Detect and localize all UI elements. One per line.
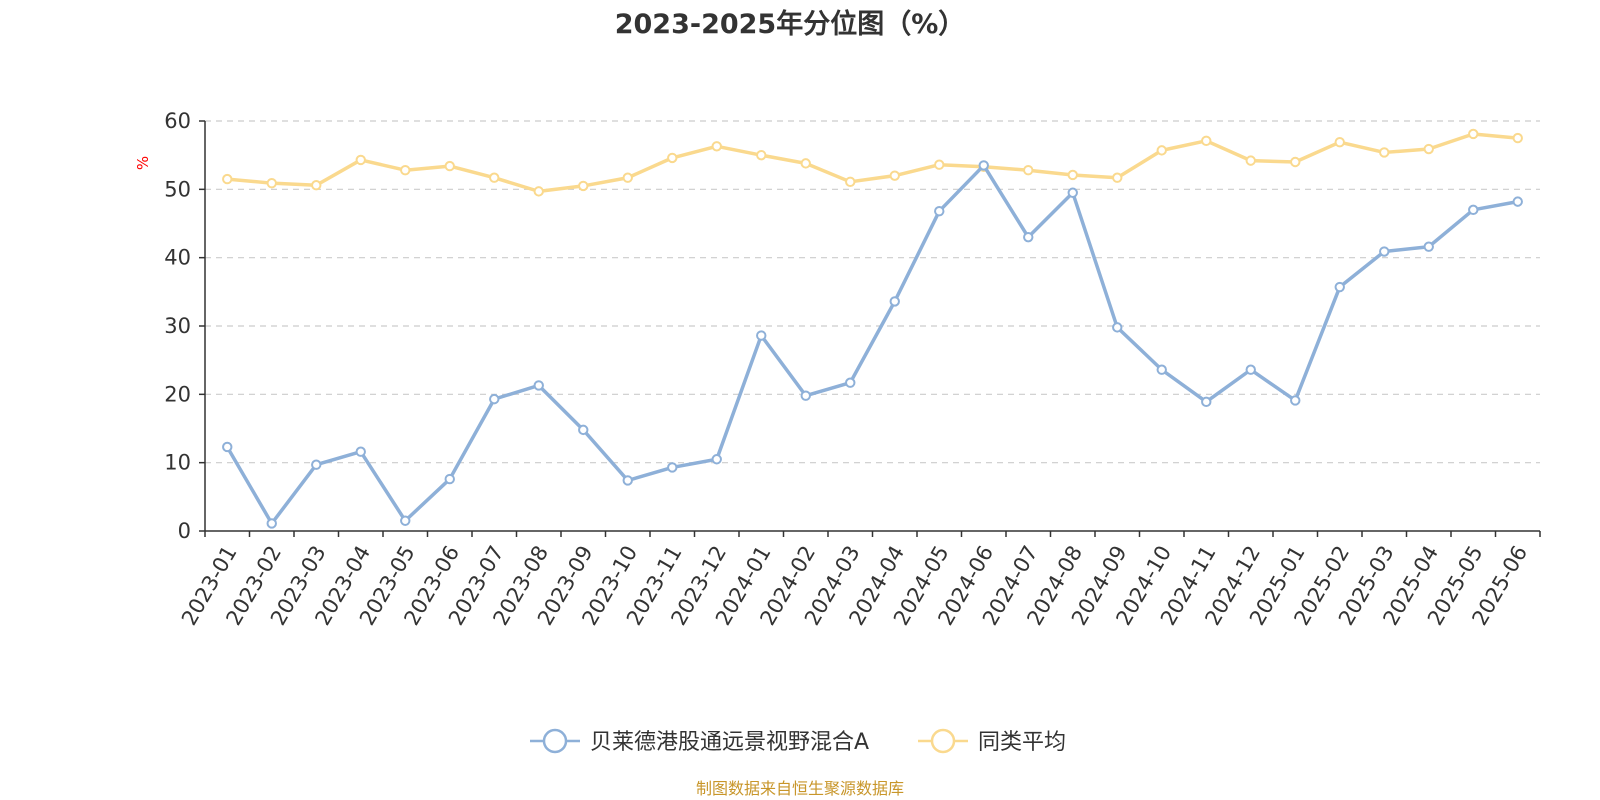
data-point[interactable] (1023, 165, 1034, 176)
data-point[interactable] (934, 159, 945, 170)
data-point[interactable] (667, 152, 678, 164)
data-point[interactable] (889, 170, 900, 181)
data-point[interactable] (800, 158, 811, 169)
grid-lines (205, 120, 1540, 464)
legend-circle-icon (930, 728, 956, 754)
series-average (222, 128, 1523, 197)
legend-item-fund[interactable]: 贝莱德港股通远景视野混合A (530, 728, 869, 755)
data-point[interactable] (978, 160, 989, 171)
legend-circle-icon (542, 728, 568, 754)
data-point[interactable] (489, 172, 500, 183)
data-point[interactable] (1023, 231, 1034, 243)
legend-label: 贝莱德港股通远景视野混合A (590, 730, 869, 755)
data-point[interactable] (756, 330, 767, 341)
data-point[interactable] (222, 441, 233, 453)
y-tick-label: 20 (164, 382, 191, 406)
data-point[interactable] (355, 446, 366, 457)
data-point[interactable] (1245, 155, 1256, 166)
data-point[interactable] (756, 149, 767, 161)
data-point[interactable] (1334, 136, 1345, 148)
data-point[interactable] (222, 173, 233, 185)
y-tick-label: 40 (164, 246, 191, 270)
data-point[interactable] (1201, 396, 1212, 408)
data-point[interactable] (889, 296, 900, 307)
data-point[interactable] (1067, 169, 1078, 181)
data-point[interactable] (622, 172, 633, 183)
data-point[interactable] (622, 475, 633, 486)
data-point[interactable] (1512, 132, 1523, 144)
legend[interactable]: 贝莱德港股通远景视野混合A 同类平均 (530, 728, 1066, 755)
data-point[interactable] (1067, 187, 1078, 198)
data-point[interactable] (311, 459, 322, 470)
data-point[interactable] (444, 160, 455, 172)
data-point[interactable] (711, 141, 722, 152)
legend-item-average[interactable]: 同类平均 (918, 728, 1066, 755)
y-tick-label: 0 (178, 519, 191, 543)
data-point[interactable] (1156, 364, 1167, 375)
data-point[interactable] (1290, 156, 1301, 168)
data-point[interactable] (533, 380, 544, 391)
series-line-fund (225, 163, 1520, 526)
y-tick-label: 60 (164, 109, 191, 133)
data-point[interactable] (266, 177, 277, 189)
data-point[interactable] (266, 518, 277, 529)
legend-label: 同类平均 (978, 730, 1066, 755)
data-point[interactable] (1112, 322, 1123, 333)
data-point[interactable] (1201, 135, 1212, 147)
data-point[interactable] (578, 424, 589, 436)
chart-title: 2023-2025年分位图（%） (615, 8, 966, 40)
source-note: 制图数据来自恒生聚源数据库 (696, 779, 904, 798)
data-point[interactable] (1468, 204, 1479, 216)
series-layer (222, 128, 1523, 529)
data-point[interactable] (1512, 196, 1523, 207)
data-point[interactable] (1423, 143, 1434, 155)
data-point[interactable] (533, 186, 544, 197)
y-tick-label: 50 (164, 177, 191, 201)
data-point[interactable] (1423, 241, 1434, 252)
data-point[interactable] (1112, 172, 1123, 183)
data-point[interactable] (934, 206, 945, 217)
data-point[interactable] (1156, 145, 1167, 156)
data-point[interactable] (1245, 364, 1256, 375)
data-point[interactable] (711, 454, 722, 465)
axes: 01020304050602023-012023-022023-032023-0… (164, 109, 1541, 629)
data-point[interactable] (489, 393, 500, 405)
data-point[interactable] (578, 180, 589, 192)
data-point[interactable] (1334, 281, 1345, 293)
series-fund (222, 160, 1523, 529)
data-point[interactable] (667, 462, 678, 473)
y-tick-label: 10 (164, 451, 191, 475)
data-point[interactable] (1290, 395, 1301, 406)
data-point[interactable] (311, 180, 322, 191)
series-line-average (225, 132, 1520, 194)
data-point[interactable] (400, 165, 411, 176)
data-point[interactable] (845, 176, 856, 188)
data-point[interactable] (845, 377, 856, 388)
data-point[interactable] (800, 390, 811, 401)
data-point[interactable] (1379, 246, 1390, 257)
data-point[interactable] (1379, 147, 1390, 158)
data-point[interactable] (355, 154, 366, 166)
data-point[interactable] (444, 473, 455, 485)
data-point[interactable] (400, 515, 411, 526)
data-point[interactable] (1468, 128, 1479, 140)
y-axis-unit-label: % (134, 156, 152, 170)
y-tick-label: 30 (164, 314, 191, 338)
